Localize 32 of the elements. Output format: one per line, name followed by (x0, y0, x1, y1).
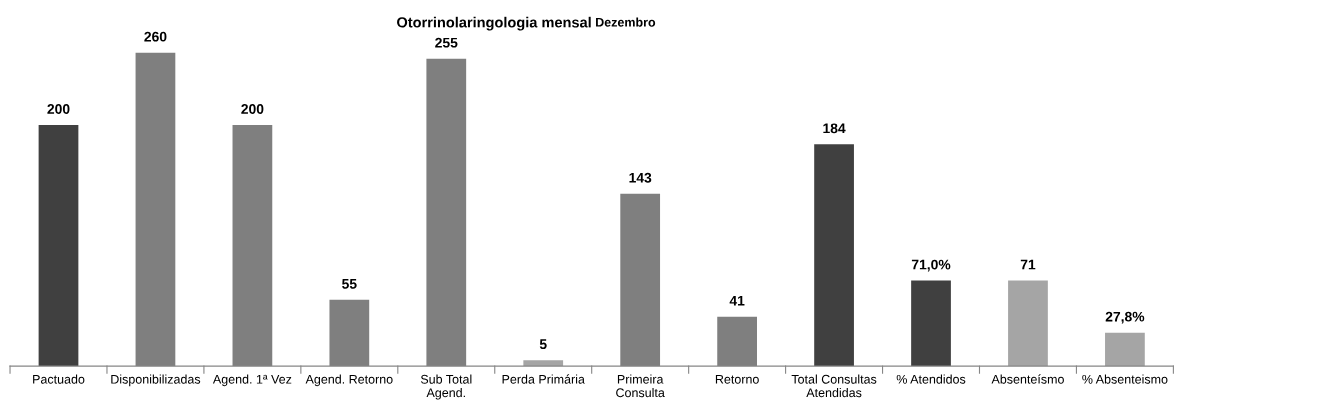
x-tick-label: Total Consultas Atendidas (791, 374, 877, 398)
data-label: 255 (435, 37, 458, 48)
data-label: 27,8% (1105, 311, 1145, 324)
data-label: 71 (1020, 259, 1036, 270)
x-tick-label: Perda Primária (502, 374, 585, 384)
x-tick-label: Absenteísmo (991, 374, 1064, 384)
data-label: 143 (629, 172, 652, 183)
bar (523, 360, 564, 367)
x-tick-label: Primeira Consulta (616, 374, 665, 398)
bar (814, 144, 854, 367)
data-label: 5 (539, 339, 547, 350)
bar (1105, 332, 1145, 367)
data-label: 71,0% (911, 259, 951, 272)
data-label: 55 (342, 279, 357, 289)
bar (38, 125, 79, 367)
data-label: 260 (144, 31, 167, 42)
x-tick-label: % Atendidos (896, 374, 966, 384)
data-label: 200 (47, 104, 70, 114)
chart-subtitle: Dezembro (596, 17, 656, 27)
x-tick-label: Agend. Retorno (305, 374, 393, 387)
chart-title: Otorrinolaringologia mensal (397, 16, 591, 31)
x-tick-label: Retorno (715, 374, 759, 384)
x-tick-label: % Absenteismo (1082, 374, 1168, 384)
x-tick-label: Pactuado (33, 374, 85, 384)
data-label: 184 (823, 123, 846, 134)
x-tick-label: Agend. 1ª Vez (212, 374, 292, 387)
x-tick-label: Sub Total Agend. (420, 374, 472, 400)
data-label: 41 (729, 295, 745, 306)
bar (911, 280, 951, 367)
bar (1008, 280, 1048, 367)
data-label: 200 (241, 104, 264, 114)
x-tick-label: Disponibilizadas (111, 374, 201, 387)
